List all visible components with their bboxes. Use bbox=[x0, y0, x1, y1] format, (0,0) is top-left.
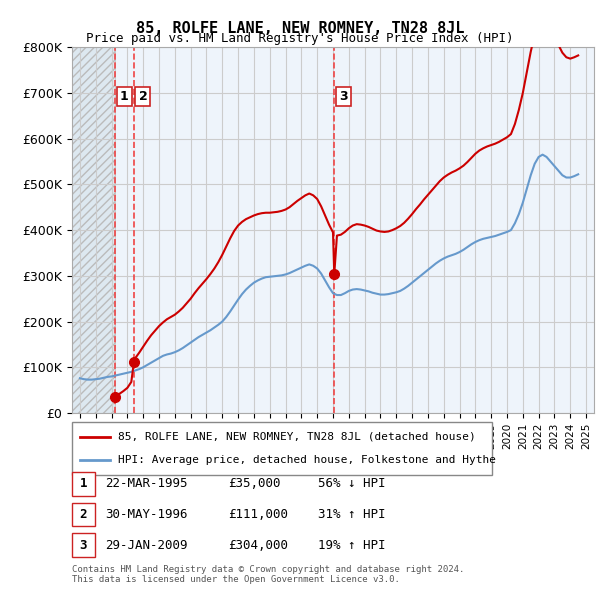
Text: 56% ↓ HPI: 56% ↓ HPI bbox=[318, 477, 386, 490]
Text: 29-JAN-2009: 29-JAN-2009 bbox=[105, 539, 187, 552]
Text: 2: 2 bbox=[80, 508, 87, 521]
Text: Price paid vs. HM Land Registry's House Price Index (HPI): Price paid vs. HM Land Registry's House … bbox=[86, 32, 514, 45]
Bar bbox=[72, 47, 115, 413]
FancyBboxPatch shape bbox=[72, 422, 492, 475]
Text: 85, ROLFE LANE, NEW ROMNEY, TN28 8JL: 85, ROLFE LANE, NEW ROMNEY, TN28 8JL bbox=[136, 21, 464, 35]
Text: 3: 3 bbox=[80, 539, 87, 552]
Text: 85, ROLFE LANE, NEW ROMNEY, TN28 8JL (detached house): 85, ROLFE LANE, NEW ROMNEY, TN28 8JL (de… bbox=[118, 432, 476, 442]
Text: 31% ↑ HPI: 31% ↑ HPI bbox=[318, 508, 386, 521]
Text: HPI: Average price, detached house, Folkestone and Hythe: HPI: Average price, detached house, Folk… bbox=[118, 455, 496, 465]
Text: Contains HM Land Registry data © Crown copyright and database right 2024.
This d: Contains HM Land Registry data © Crown c… bbox=[72, 565, 464, 584]
Text: £304,000: £304,000 bbox=[228, 539, 288, 552]
Text: 19% ↑ HPI: 19% ↑ HPI bbox=[318, 539, 386, 552]
Text: 3: 3 bbox=[339, 90, 347, 103]
Text: 30-MAY-1996: 30-MAY-1996 bbox=[105, 508, 187, 521]
Text: 1: 1 bbox=[80, 477, 87, 490]
Text: 2: 2 bbox=[139, 90, 148, 103]
Bar bbox=[72, 47, 115, 413]
Text: £35,000: £35,000 bbox=[228, 477, 281, 490]
Text: £111,000: £111,000 bbox=[228, 508, 288, 521]
Text: 22-MAR-1995: 22-MAR-1995 bbox=[105, 477, 187, 490]
Text: 1: 1 bbox=[120, 90, 128, 103]
